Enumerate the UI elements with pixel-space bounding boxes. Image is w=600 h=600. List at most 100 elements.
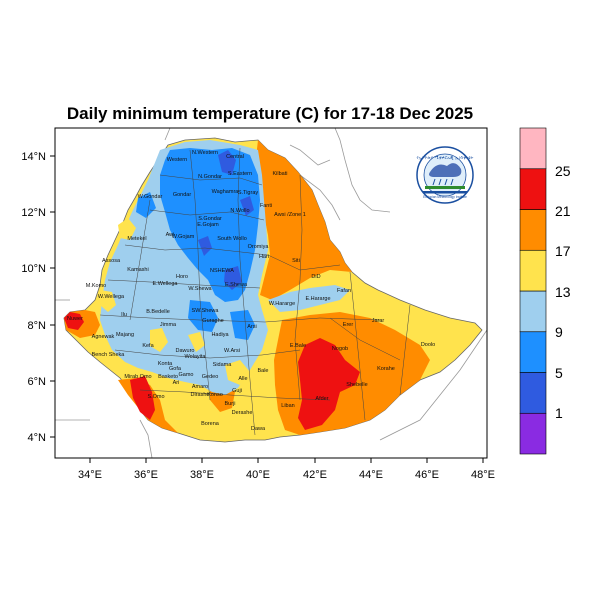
region-label: Basketo — [158, 374, 178, 380]
temp-zone-21-25 — [64, 312, 360, 430]
region-label: Bale — [257, 368, 268, 374]
neighbour-borders — [55, 127, 488, 459]
region-label: Horo — [176, 274, 188, 280]
region-label: NSHEWA — [210, 268, 234, 274]
region-label: Fafan — [337, 288, 351, 294]
colorbar — [519, 127, 547, 455]
region-label: Mirab Omo — [124, 374, 151, 380]
region-label: W.Shewa — [188, 286, 212, 292]
plot-frame — [54, 127, 488, 459]
region-label: N.Gondar — [198, 174, 222, 180]
region-label: Kamashi — [127, 267, 148, 273]
region-label: W.Hararge — [269, 301, 295, 307]
region-label: S.Gondar — [198, 216, 222, 222]
region-label: Guraghe — [202, 318, 223, 324]
colorbar-label: 13 — [555, 284, 571, 300]
x-tick-label: 44°E — [359, 469, 383, 481]
temp-zone-1-5 — [198, 150, 254, 290]
region-label: DiD — [311, 274, 320, 280]
region-label: Assosa — [102, 258, 121, 264]
region-label: Central — [226, 154, 244, 160]
y-tick-label: 4°N — [28, 432, 47, 444]
region-label: Kilbati — [273, 171, 288, 177]
region-label: E.Shewa — [225, 282, 248, 288]
x-tick-label: 48°E — [471, 469, 495, 481]
region-label: Nuwer — [67, 316, 83, 322]
region-label: E.Wellega — [153, 281, 179, 287]
x-tick-label: 42°E — [303, 469, 327, 481]
y-tick-label: 12°N — [21, 207, 46, 219]
region-label: W.Gojam — [172, 234, 195, 240]
region-label: Dawa — [251, 426, 266, 432]
region-label: Gedeo — [202, 374, 219, 380]
region-label: B.Bedelle — [146, 309, 170, 315]
logo-name-text: Ethiopian Meteorology Institute — [423, 195, 467, 199]
region-label: Dirashe — [191, 392, 210, 398]
region-label: Awsi /Zone 1 — [274, 212, 306, 218]
region-label: Ari — [173, 380, 180, 386]
logo-banner-text: የኢትዮጵያ ሚቲዎሮሎጂ ኢንስቲትዩት — [417, 155, 474, 160]
colorbar-label: 25 — [555, 163, 571, 179]
colorbar-label: 5 — [555, 365, 563, 381]
region-label: Oromiya — [248, 244, 270, 250]
colorbar-label: 21 — [555, 203, 571, 219]
region-label: Bench Sheka — [92, 352, 126, 358]
colorbar-bin — [519, 168, 547, 210]
region-label: Siti — [292, 258, 300, 264]
x-tick-label: 46°E — [415, 469, 439, 481]
logo-ground — [425, 186, 465, 189]
y-tick-label: 8°N — [28, 320, 47, 332]
region-label: Jimma — [160, 322, 177, 328]
region-label: Doolo — [421, 342, 435, 348]
colorbar-label: 1 — [555, 405, 563, 421]
colorbar-bin — [519, 290, 547, 333]
map-title: Daily minimum temperature (C) for 17-18 … — [66, 104, 474, 123]
x-tick-label: 38°E — [190, 469, 214, 481]
region-label: E.Gojam — [197, 222, 219, 228]
temp-zone-13-17-inner — [100, 218, 250, 385]
region-label: Awi — [166, 232, 175, 238]
region-label: Hadiya — [211, 332, 229, 338]
region-label: S.Omo — [147, 394, 164, 400]
axis-ticks — [50, 155, 484, 463]
cloud-icon — [429, 163, 462, 177]
region-label: Amaro — [192, 384, 208, 390]
region-label: Shebelle — [346, 382, 367, 388]
region-label: W.Gondar — [138, 194, 163, 200]
y-tick-labels: 14°N 12°N 10°N 8°N 6°N 4°N — [21, 151, 46, 444]
region-label: N.Western — [192, 150, 218, 156]
region-label: Borena — [201, 421, 220, 427]
region-label: Waghamra — [212, 189, 240, 195]
region-label: Gondar — [173, 192, 192, 198]
x-tick-label: 34°E — [78, 469, 102, 481]
region-label: Metekel — [127, 236, 146, 242]
y-tick-label: 10°N — [21, 263, 46, 275]
region-label: Gamo — [179, 372, 194, 378]
region-label: Fanti — [260, 203, 272, 209]
region-label: Kefa — [142, 343, 154, 349]
region-label: Liban — [281, 403, 294, 409]
region-label: Burji — [224, 401, 235, 407]
region-label: Ilu — [121, 312, 127, 318]
temp-zone-5-9 — [136, 148, 260, 340]
region-label: Sidama — [213, 362, 233, 368]
region-label: W.Wellega — [98, 294, 125, 300]
region-label: Erer — [343, 322, 354, 328]
region-labels: N.Western Central Western N.Gondar S.Eastern… — [67, 150, 435, 432]
colorbar-bin — [519, 249, 547, 292]
colorbar-bin — [519, 209, 547, 251]
x-tick-labels: 34°E 36°E 38°E 40°E 42°E 44°E 46°E 48°E — [78, 469, 495, 481]
region-label: Wolayita — [185, 354, 207, 360]
colorbar-label: 17 — [555, 243, 571, 259]
region-label: Konta — [158, 361, 173, 367]
region-label: Afder — [315, 396, 328, 402]
colorbar-bin — [519, 331, 547, 373]
region-label: Western — [167, 157, 187, 163]
colorbar-bin — [519, 372, 547, 414]
region-label: Nogob — [332, 346, 348, 352]
x-tick-label: 36°E — [134, 469, 158, 481]
region-label: Guji — [232, 388, 242, 394]
region-label: Konso — [207, 392, 223, 398]
region-label: Jarar — [372, 318, 385, 324]
